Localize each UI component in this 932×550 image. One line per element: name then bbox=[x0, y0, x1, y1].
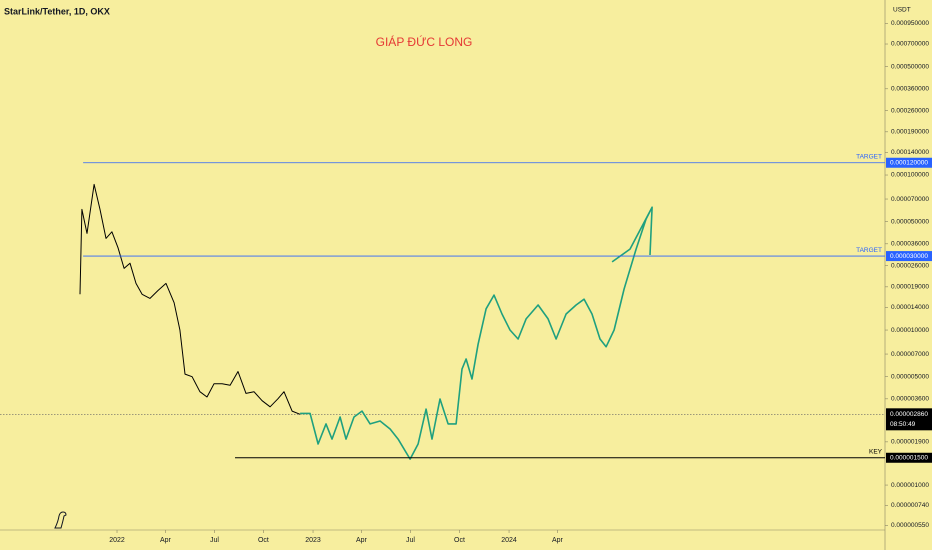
y-tick-label: 0.000000740 bbox=[891, 502, 929, 509]
logo bbox=[54, 511, 67, 529]
level-name: KEY bbox=[869, 448, 883, 455]
series-line bbox=[300, 206, 653, 460]
level-name: TARGET bbox=[856, 247, 882, 254]
y-tick-label: 0.000050000 bbox=[891, 218, 929, 225]
y-tick-label: 0.000140000 bbox=[891, 149, 929, 156]
annotation: GIÁP ĐỨC LONG bbox=[376, 34, 473, 49]
x-tick-label: Oct bbox=[258, 537, 269, 544]
axis-unit: USDT bbox=[893, 7, 911, 14]
y-tick-label: 0.000001900 bbox=[891, 439, 929, 446]
x-tick-label: Apr bbox=[356, 537, 368, 544]
y-tick-label: 0.000003600 bbox=[891, 396, 929, 403]
y-tick-label: 0.000700000 bbox=[891, 41, 929, 48]
y-tick-label: 0.000010000 bbox=[891, 327, 929, 334]
series-line bbox=[79, 183, 301, 415]
x-tick-label: Jul bbox=[210, 537, 219, 544]
y-tick-label: 0.000070000 bbox=[891, 196, 929, 203]
y-tick-label: 0.000360000 bbox=[891, 86, 929, 93]
last-price-label: 0.000002860 bbox=[890, 411, 928, 418]
x-tick-label: 2022 bbox=[109, 537, 125, 544]
level-name: TARGET bbox=[856, 153, 882, 160]
x-tick-label: 2023 bbox=[305, 537, 321, 544]
x-tick-label: Jul bbox=[406, 537, 415, 544]
y-tick-label: 0.000005000 bbox=[891, 373, 929, 380]
y-tick-label: 0.000000550 bbox=[891, 522, 929, 529]
level-value: 0.000001500 bbox=[890, 454, 928, 461]
last-price-box bbox=[886, 408, 932, 431]
y-tick-label: 0.000001000 bbox=[891, 482, 929, 489]
y-tick-label: 0.000026000 bbox=[891, 262, 929, 269]
level-box bbox=[886, 251, 932, 262]
chart-title: StarLink/Tether, 1D, OKX bbox=[4, 6, 110, 16]
level-box bbox=[886, 157, 932, 168]
x-tick-label: 2024 bbox=[501, 537, 517, 544]
y-tick-label: 0.000500000 bbox=[891, 63, 929, 70]
y-tick-label: 0.000014000 bbox=[891, 304, 929, 311]
countdown: 08:50:49 bbox=[890, 421, 916, 428]
y-tick-label: 0.000007000 bbox=[891, 351, 929, 358]
level-value: 0.000120000 bbox=[890, 159, 928, 166]
x-tick-label: Apr bbox=[160, 537, 172, 544]
y-tick-label: 0.000260000 bbox=[891, 107, 929, 114]
x-tick-label: Oct bbox=[454, 537, 465, 544]
y-tick-label: 0.000036000 bbox=[891, 241, 929, 248]
y-tick-label: 0.000190000 bbox=[891, 129, 929, 136]
level-value: 0.000030000 bbox=[890, 253, 928, 260]
y-tick-label: 0.000019000 bbox=[891, 284, 929, 291]
x-tick-label: Apr bbox=[552, 537, 564, 544]
y-tick-label: 0.000950000 bbox=[891, 20, 929, 27]
y-tick-label: 0.000100000 bbox=[891, 172, 929, 179]
level-box bbox=[886, 452, 932, 463]
